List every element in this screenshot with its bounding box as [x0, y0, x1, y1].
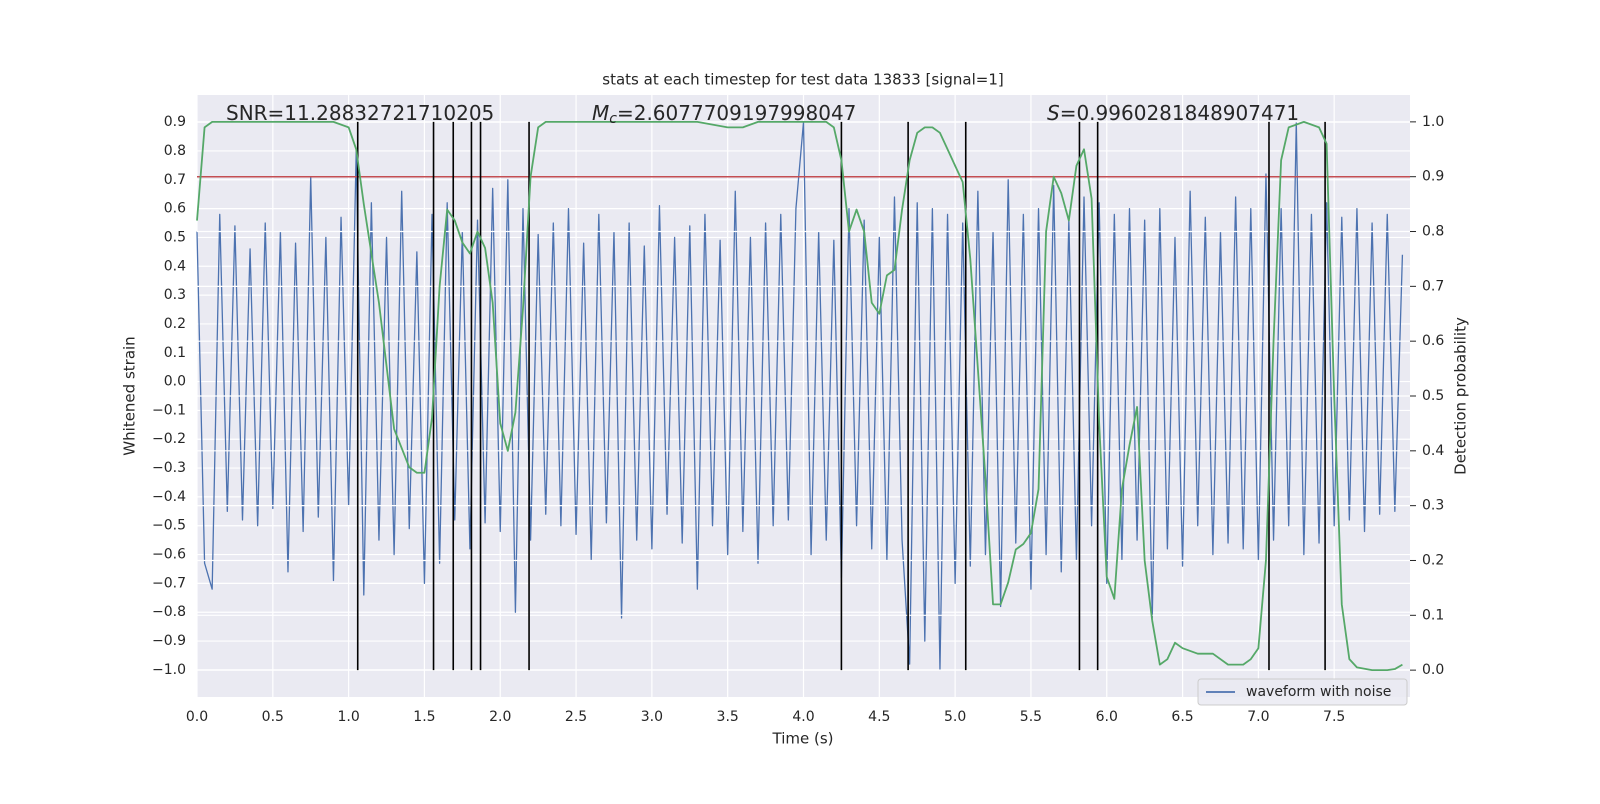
annotation-symbol: S: [1047, 101, 1060, 125]
x-tick-label: 0.5: [262, 709, 284, 725]
x-tick-label: 4.0: [792, 709, 814, 725]
x-axis-label: Time (s): [772, 730, 834, 748]
annotation-subscript: c: [609, 111, 617, 127]
y2-axis-label: Detection probability: [1452, 317, 1470, 475]
waveform-line: [196, 121, 1404, 671]
y-tick-label: 0.4: [164, 258, 186, 274]
y2-tick-label: 0.9: [1422, 169, 1444, 185]
annotation: SNR=11.28832721710205: [226, 101, 494, 125]
chart-title: stats at each timestep for test data 138…: [602, 71, 1003, 89]
x-tick-label: 6.5: [1171, 709, 1193, 725]
y-tick-label: −0.9: [152, 633, 186, 649]
x-tick-label: 0.0: [186, 709, 208, 725]
annotation: Mc=2.6077709197998047: [592, 101, 856, 128]
y-tick-label: 0.6: [164, 201, 186, 217]
y2-tick-label: 0.5: [1422, 388, 1444, 404]
x-tick-label: 3.0: [641, 709, 663, 725]
y2-tick-label: 0.7: [1422, 278, 1444, 294]
y-tick-label: −0.5: [152, 518, 186, 534]
x-tick-label: 5.0: [944, 709, 966, 725]
y2-tick-label: 0.8: [1422, 224, 1444, 240]
y2-tick-label: 0.1: [1422, 607, 1444, 623]
y2-tick-label: 0.3: [1422, 498, 1444, 514]
y2-tick-label: 0.6: [1422, 333, 1444, 349]
y-tick-label: −1.0: [152, 662, 186, 678]
y-tick-label: −0.6: [152, 547, 186, 563]
y-axis-label: Whitened strain: [121, 336, 139, 455]
y-tick-label: −0.8: [152, 604, 186, 620]
over-layer: [196, 120, 1416, 672]
annotation-text: =0.9960281848907471: [1060, 101, 1299, 125]
x-tick-label: 2.5: [565, 709, 587, 725]
y-tick-label: 0.7: [164, 172, 186, 188]
y-tick-label: 0.1: [164, 345, 186, 361]
y-tick-label: 0.8: [164, 143, 186, 159]
y-tick-label: −0.7: [152, 575, 186, 591]
y-tick-label: 0.9: [164, 114, 186, 130]
annotation: S=0.9960281848907471: [1047, 101, 1299, 125]
x-tick-label: 7.0: [1247, 709, 1269, 725]
y-tick-label: 0.2: [164, 316, 186, 332]
y-tick-label: 0.5: [164, 229, 186, 245]
annotation-text: SNR=11.28832721710205: [226, 101, 494, 125]
x-tick-label: 3.5: [717, 709, 739, 725]
y-tick-label: −0.3: [152, 460, 186, 476]
y2-tick-label: 0.2: [1422, 552, 1444, 568]
y-tick-label: 0.0: [164, 374, 186, 390]
y-tick-label: 0.3: [164, 287, 186, 303]
y-tick-label: −0.4: [152, 489, 186, 505]
y-tick-label: −0.1: [152, 402, 186, 418]
y-tick-label: −0.2: [152, 431, 186, 447]
y2-tick-label: 0.0: [1422, 662, 1444, 678]
x-tick-label: 5.5: [1020, 709, 1042, 725]
legend-box: [1197, 678, 1408, 706]
y2-tick-label: 1.0: [1422, 114, 1444, 130]
x-tick-label: 4.5: [868, 709, 890, 725]
legend-label: waveform with noise: [1246, 684, 1391, 700]
annotation-text: =2.6077709197998047: [617, 101, 856, 125]
x-tick-label: 7.5: [1323, 709, 1345, 725]
probability-line: [196, 120, 1403, 672]
annotation-symbol: M: [592, 101, 609, 125]
y2-tick-label: 0.4: [1422, 443, 1444, 459]
x-tick-label: 2.0: [489, 709, 511, 725]
x-tick-label: 1.5: [413, 709, 435, 725]
x-tick-label: 6.0: [1096, 709, 1118, 725]
legend: waveform with noise: [1197, 678, 1408, 706]
x-tick-label: 1.0: [337, 709, 359, 725]
